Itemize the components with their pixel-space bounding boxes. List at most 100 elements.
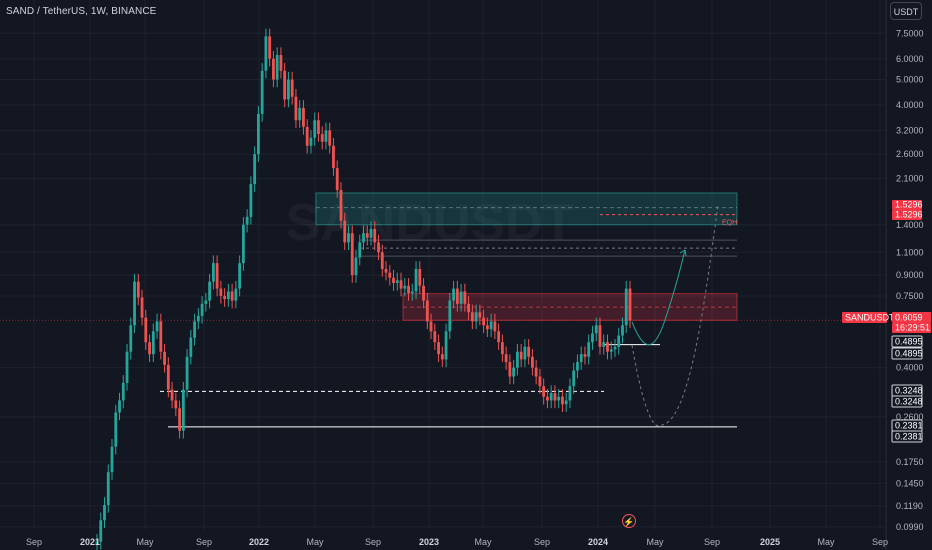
currency-button[interactable]: USDT (890, 2, 922, 20)
candle-body (305, 126, 309, 146)
candle-body (553, 393, 557, 401)
price-tag-box (891, 335, 923, 348)
x-tick-label: Sep (704, 537, 720, 547)
candle-body (264, 36, 268, 71)
candle-body (564, 400, 568, 405)
candle-body (309, 137, 313, 146)
candle-body (621, 325, 624, 336)
candle-body (459, 291, 463, 304)
price-tag-label: 1.5296 (895, 200, 923, 210)
candle-body (125, 351, 129, 383)
candle-body (576, 362, 579, 371)
candle-body (440, 354, 444, 360)
candle-body (455, 288, 459, 304)
candle-body (380, 252, 384, 269)
candle-body (148, 342, 151, 355)
candle-body (613, 346, 617, 350)
price-tag-label: 0.3248 (895, 397, 923, 407)
candle-body (425, 300, 429, 322)
x-tick-label: 2021 (80, 537, 100, 547)
y-axis[interactable]: 7.5000 6.0000 5.0000 4.0000 3.2000 2.6000 2.10… (885, 0, 932, 550)
candle-body (515, 351, 519, 368)
x-tick-label: Sep (365, 537, 381, 547)
candle-body (347, 233, 350, 243)
y-tick-label: 0.1750 (896, 457, 924, 467)
candle-body (106, 472, 110, 505)
candle-body (241, 224, 245, 264)
candle-body (283, 70, 287, 100)
price-tag-box (891, 395, 923, 408)
candle-body (200, 303, 204, 316)
candle-body (534, 367, 538, 377)
candle-body (519, 351, 523, 360)
zones (315, 192, 738, 321)
candle-body (609, 349, 613, 352)
candle-body (118, 400, 121, 413)
candle-body (320, 134, 324, 142)
x-tick-label: Sep (26, 537, 42, 547)
candle-body (313, 120, 317, 138)
levels: EQH (0, 207, 886, 428)
candle-body (110, 446, 114, 473)
price-tag-box (892, 312, 931, 323)
price-tag: 1.5296 (892, 200, 923, 210)
candle-body (628, 288, 632, 321)
candle-body (493, 321, 497, 332)
candle-body (538, 376, 542, 387)
candle-body (369, 228, 373, 238)
candle-body (159, 321, 163, 352)
candle-body (399, 280, 403, 289)
y-tick-label: 3.2000 (896, 125, 924, 135)
price-tag-label: SANDUSDT (845, 313, 895, 323)
candle-body (208, 281, 212, 301)
price-tag: 0.3248 (891, 395, 923, 408)
candle-body (114, 412, 118, 447)
price-tag: SANDUSDT (842, 312, 895, 323)
candle-body (388, 272, 392, 278)
price-tag: 1.5296 (892, 210, 923, 220)
candle-body (482, 317, 486, 326)
candle-body (260, 70, 264, 114)
candle-body (395, 280, 399, 284)
x-tick-label: 2023 (419, 537, 439, 547)
candle-body (204, 300, 208, 304)
candle-body (133, 281, 136, 326)
candle-body (414, 268, 418, 292)
x-tick-label: Sep (534, 537, 550, 547)
price-tag-box (892, 200, 922, 210)
candle-body (335, 168, 339, 190)
candle-body (568, 386, 572, 401)
price-tag-box (891, 347, 923, 360)
candle-body (489, 321, 493, 330)
price-tag: 0.2381 (891, 419, 923, 432)
x-axis[interactable]: Sep 2021 May Sep 2022 May Sep 2023 May Sep 2024 May… (26, 537, 888, 547)
y-tick-label: 0.1190 (896, 501, 923, 511)
candle-body (572, 370, 576, 387)
y-axis-background (886, 0, 932, 550)
candle-body (290, 79, 294, 97)
candle-body (497, 331, 501, 343)
candle-body (444, 331, 448, 360)
candle-body (226, 291, 230, 300)
candle-body (343, 220, 347, 243)
candle-body (354, 257, 358, 276)
candle-body (257, 113, 260, 155)
lightning-icon[interactable]: ⚡ (622, 514, 636, 528)
candle-body (234, 288, 238, 301)
price-tag-box (892, 210, 922, 220)
candle-body (523, 346, 527, 360)
candle-body (211, 263, 215, 282)
candle-body (95, 541, 99, 545)
candle-body (602, 342, 606, 347)
candle-body (504, 354, 508, 363)
candle-body (155, 321, 159, 332)
candle-body (144, 317, 148, 343)
candle-body (166, 364, 170, 390)
x-tick-label: Sep (196, 537, 212, 547)
price-tag-box (891, 430, 923, 443)
candle-body (433, 331, 437, 343)
candle-body (196, 315, 200, 322)
candle-body (99, 520, 103, 542)
